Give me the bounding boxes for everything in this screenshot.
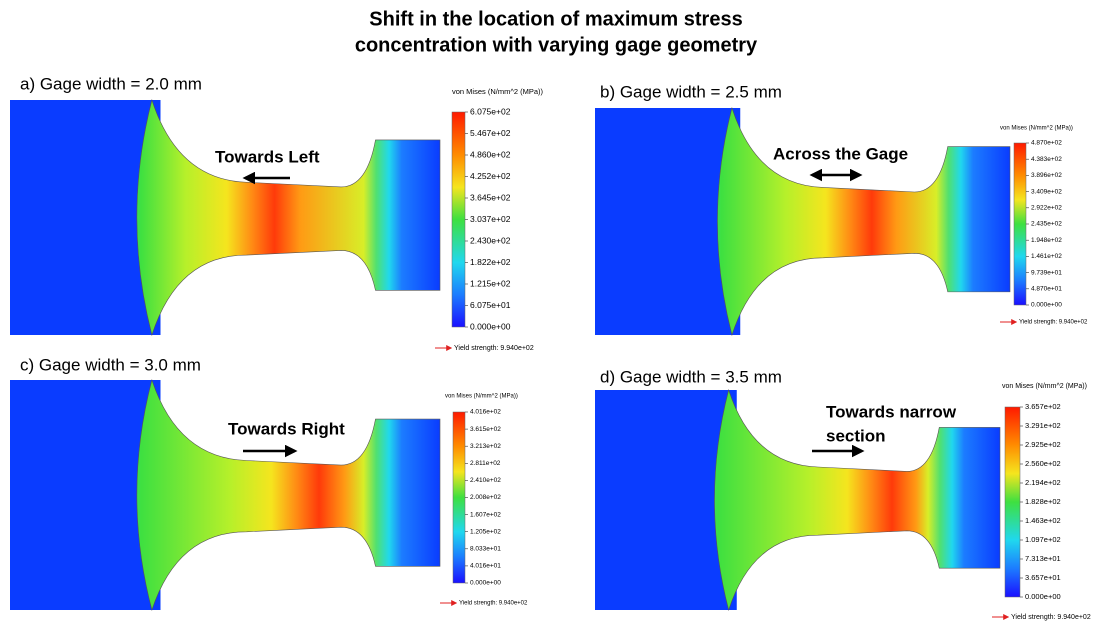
panel-label: d) Gage width = 3.5 mm [600, 367, 782, 386]
specimen [717, 106, 1011, 337]
legend-tick-label: 2.410e+02 [470, 477, 501, 484]
annotation: Towards Right [228, 419, 345, 438]
panel-label: c) Gage width = 3.0 mm [20, 355, 201, 374]
panel [10, 378, 441, 612]
legend-tick-label: 2.922e+02 [1031, 205, 1062, 212]
legend-tick-label: 1.461e+02 [1031, 253, 1062, 260]
legend-tick-label: 3.896e+02 [1031, 172, 1062, 179]
legend-tick-label: 1.948e+02 [1031, 237, 1062, 244]
panel [595, 388, 1001, 612]
legend-tick-label: 3.291e+02 [1025, 421, 1061, 430]
legend-tick-label: 5.467e+02 [470, 128, 511, 138]
annotation: section [826, 426, 886, 445]
legend-tick-label: 4.870e+01 [1031, 286, 1062, 293]
legend-tick-label: 3.657e+02 [1025, 402, 1061, 411]
yield-note: Yield strength: 9.940e+02 [454, 345, 534, 352]
legend-tick-label: 2.430e+02 [470, 235, 511, 245]
fixed-block [10, 380, 161, 610]
color-bar [451, 111, 466, 328]
panel-label: a) Gage width = 2.0 mm [20, 74, 202, 93]
yield-note: Yield strength: 9.940e+02 [1011, 614, 1091, 621]
annotation: Towards narrow [826, 402, 957, 421]
legend-tick-label: 3.657e+01 [1025, 573, 1061, 582]
color-bar [1004, 406, 1021, 598]
annotation: Across the Gage [773, 144, 908, 163]
legend-tick-label: 0.000e+00 [470, 321, 511, 331]
legend-tick-label: 1.822e+02 [470, 257, 511, 267]
legend-tick-label: 1.205e+02 [470, 528, 501, 535]
fixed-block [10, 100, 161, 335]
legend-tick-label: 0.000e+00 [1025, 592, 1061, 601]
legend-tick-label: 4.016e+01 [470, 563, 501, 570]
legend-tick-label: 8.033e+01 [470, 546, 501, 553]
fixed-block [595, 390, 737, 610]
yield-note: Yield strength: 9.940e+02 [459, 601, 528, 607]
legend-tick-label: 0.000e+00 [470, 580, 501, 587]
legend-tick-label: 2.435e+02 [1031, 221, 1062, 228]
legend-tick-label: 1.828e+02 [1025, 497, 1061, 506]
legend-tick-label: 0.000e+00 [1031, 302, 1062, 309]
legend-tick-label: 4.383e+02 [1031, 156, 1062, 163]
fixed-block [595, 108, 741, 335]
panel [10, 98, 441, 337]
legend-tick-label: 1.215e+02 [470, 278, 511, 288]
legend-tick-label: 9.739e+01 [1031, 269, 1062, 276]
legend-tick-label: 3.645e+02 [470, 192, 511, 202]
specimen [136, 98, 441, 337]
legend-tick-label: 4.860e+02 [470, 149, 511, 159]
legend-tick-label: 6.075e+01 [470, 300, 511, 310]
legend-tick-label: 4.016e+02 [470, 409, 501, 416]
specimen [714, 388, 1001, 612]
legend-tick-label: 4.252e+02 [470, 171, 511, 181]
legend-tick-label: 3.409e+02 [1031, 188, 1062, 195]
legend-tick-label: 2.008e+02 [470, 494, 501, 501]
legend-tick-label: 4.870e+02 [1031, 140, 1062, 147]
color-bar [1013, 142, 1027, 306]
annotation: Towards Left [215, 147, 320, 166]
legend-title: von Mises (N/mm^2 (MPa)) [452, 87, 544, 96]
legend-tick-label: 7.313e+01 [1025, 554, 1061, 563]
legend-tick-label: 2.560e+02 [1025, 459, 1061, 468]
title-line: Shift in the location of maximum stress [369, 8, 742, 30]
legend-title: von Mises (N/mm^2 (MPa)) [1002, 383, 1087, 390]
panel-label: b) Gage width = 2.5 mm [600, 82, 782, 101]
legend-tick-label: 6.075e+02 [470, 106, 511, 116]
legend-tick-label: 1.463e+02 [1025, 516, 1061, 525]
legend-title: von Mises (N/mm^2 (MPa)) [1000, 126, 1073, 132]
legend-tick-label: 1.607e+02 [470, 511, 501, 518]
legend-title: von Mises (N/mm^2 (MPa)) [445, 394, 518, 400]
color-bar [452, 411, 466, 584]
panel [595, 106, 1011, 337]
legend-tick-label: 3.213e+02 [470, 443, 501, 450]
legend-tick-label: 3.615e+02 [470, 426, 501, 433]
legend-tick-label: 3.037e+02 [470, 214, 511, 224]
title-line: concentration with varying gage geometry [355, 34, 758, 56]
legend-tick-label: 1.097e+02 [1025, 535, 1061, 544]
legend-tick-label: 2.925e+02 [1025, 440, 1061, 449]
legend-tick-label: 2.811e+02 [470, 460, 501, 467]
yield-note: Yield strength: 9.940e+02 [1019, 320, 1088, 326]
legend-tick-label: 2.194e+02 [1025, 478, 1061, 487]
specimen [136, 378, 441, 612]
